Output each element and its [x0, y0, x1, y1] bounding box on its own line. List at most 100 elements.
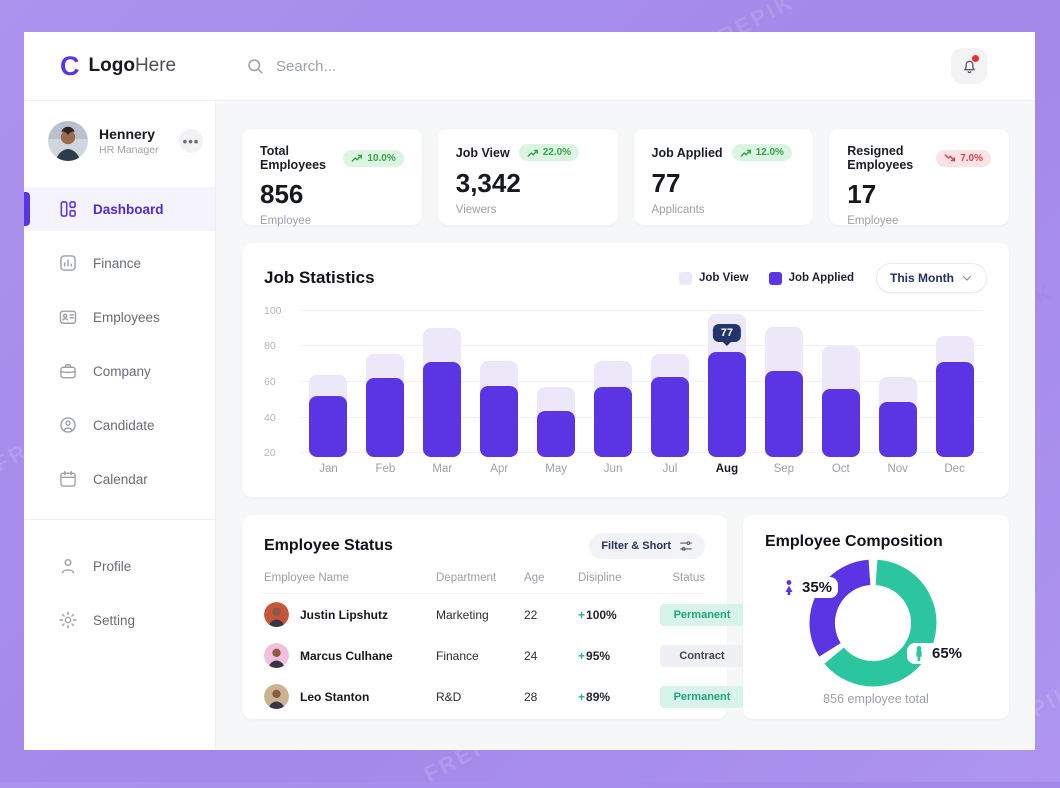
- calendar-icon: [58, 469, 78, 489]
- x-axis-label: Aug: [715, 463, 739, 475]
- table-row-leo-stanton[interactable]: Leo Stanton R&D 28 +89% Permanent: [264, 676, 744, 717]
- user-profile[interactable]: Hennery HR Manager •••: [24, 121, 215, 161]
- x-axis-label: Mar: [432, 463, 453, 475]
- bar-chart: 20 40 60 80 100 77 Jan Feb Mar Apr May Jun Jul Aug S…: [264, 304, 987, 485]
- trend-up-icon: [351, 153, 363, 163]
- bar-group-feb[interactable]: [357, 307, 414, 457]
- status-badge: Permanent: [660, 685, 744, 708]
- x-axis-label: May: [545, 463, 568, 475]
- sidebar-item-dashboard[interactable]: Dashboard: [24, 187, 215, 231]
- x-axis-label: Feb: [375, 463, 396, 475]
- trend-badge: 7.0%: [936, 149, 991, 167]
- top-bar: C Logo Here: [24, 32, 1035, 101]
- stat-card-total-employees: Total Employees 10.0% 856 Employee: [242, 129, 422, 227]
- filter-sort-label: Filter & Short: [601, 540, 671, 552]
- setting-icon: [58, 610, 78, 630]
- stat-title: Job View: [455, 145, 510, 160]
- employee-disipline: +89%: [578, 689, 611, 704]
- stat-title: Job Applied: [651, 145, 723, 160]
- y-axis-tick: 100: [264, 304, 282, 317]
- col-disipline: Disipline: [578, 572, 622, 584]
- profile-icon: [58, 556, 78, 576]
- user-name: Hennery: [99, 126, 156, 142]
- avatar: [48, 121, 88, 161]
- search-input[interactable]: [274, 56, 498, 76]
- female-icon: [785, 580, 793, 595]
- bar-group-jan[interactable]: [300, 307, 357, 457]
- user-role: HR Manager: [99, 144, 159, 156]
- period-selector[interactable]: This Month: [876, 263, 987, 293]
- col-age: Age: [524, 572, 545, 584]
- status-badge: Permanent: [660, 603, 744, 626]
- employee-status-title: Employee Status: [264, 537, 393, 554]
- table-row-justin-lipshutz[interactable]: Justin Lipshutz Marketing 22 +100% Permanent: [264, 594, 744, 635]
- employee-name: Marcus Culhane: [300, 648, 393, 663]
- filter-sort-button[interactable]: Filter & Short: [589, 533, 705, 559]
- stat-value: 77: [651, 168, 681, 198]
- bar-group-mar[interactable]: [414, 307, 471, 457]
- stat-card-job-applied: Job Applied 12.0% 77 Applicants: [633, 129, 814, 225]
- y-axis-tick: 40: [264, 411, 276, 424]
- job-statistics-title: Job Statistics: [264, 268, 375, 287]
- more-icon[interactable]: •••: [179, 129, 203, 153]
- employee-disipline: +100%: [578, 607, 617, 622]
- stats-row: Total Employees 10.0% 856 Employee Job View 2…: [242, 129, 1009, 227]
- sidebar-item-setting[interactable]: Setting: [24, 598, 215, 642]
- sidebar-item-profile[interactable]: Profile: [24, 544, 215, 588]
- x-axis-label: Oct: [831, 463, 850, 475]
- table-row-marcus-culhane[interactable]: Marcus Culhane Finance 24 +95% Contract: [264, 635, 744, 676]
- female-share-label: 35%: [777, 577, 839, 598]
- stat-sublabel: Applicants: [651, 204, 705, 216]
- y-axis-tick: 20: [264, 447, 276, 460]
- search-icon: [248, 59, 263, 74]
- x-axis-label: Jun: [603, 463, 623, 475]
- y-axis-tick: 60: [264, 376, 276, 388]
- stat-card-resigned-employees: Resigned Employees 7.0% 17 Employee: [829, 129, 1009, 227]
- bar-group-aug[interactable]: 77: [698, 307, 755, 457]
- x-axis-label: Apr: [490, 463, 509, 475]
- employees-icon: [58, 307, 78, 327]
- sidebar-item-calendar[interactable]: Calendar: [24, 457, 215, 501]
- employee-name: Leo Stanton: [300, 689, 370, 704]
- bar-group-jun[interactable]: [585, 307, 642, 457]
- job-statistics-card: Job Statistics Job View Job Applied This …: [242, 243, 1009, 497]
- sidebar-item-candidate[interactable]: Candidate: [24, 403, 215, 447]
- trend-up-icon: [527, 148, 539, 158]
- bar-group-sep[interactable]: [755, 307, 812, 457]
- sidebar: Hennery HR Manager ••• Dashboard Finance E…: [24, 101, 216, 750]
- logo-text-light: Here: [134, 55, 177, 76]
- legend-swatch: [768, 271, 782, 285]
- sidebar-item-label: Employees: [93, 309, 160, 325]
- y-axis-tick: 80: [264, 340, 276, 353]
- sidebar-item-label: Setting: [93, 612, 136, 628]
- notification-dot: [972, 55, 979, 62]
- avatar: [264, 602, 289, 627]
- sidebar-item-company[interactable]: Company: [24, 349, 215, 393]
- bar-group-may[interactable]: [528, 307, 585, 457]
- sidebar-item-finance[interactable]: Finance: [24, 241, 215, 285]
- main-content: Total Employees 10.0% 856 Employee Job View 2…: [216, 101, 1035, 750]
- sidebar-menu: Dashboard Finance Employees Company Candidat…: [24, 187, 215, 511]
- employee-age: 28: [524, 689, 538, 704]
- avatar: [264, 643, 289, 668]
- bar-group-nov[interactable]: [869, 307, 926, 457]
- bar-group-apr[interactable]: [471, 307, 528, 457]
- employee-composition-title: Employee Composition: [765, 533, 943, 550]
- sidebar-item-employees[interactable]: Employees: [24, 295, 215, 339]
- trend-down-icon: [944, 153, 956, 163]
- logo-text-bold: Logo: [88, 55, 135, 76]
- bar-group-oct[interactable]: [812, 307, 869, 457]
- stat-sublabel: Viewers: [455, 204, 497, 216]
- employee-total-label: 856 employee total: [823, 692, 929, 706]
- search-box[interactable]: [246, 56, 498, 76]
- bar-group-dec[interactable]: [926, 307, 983, 457]
- sidebar-footer-menu: Profile Setting: [24, 544, 215, 652]
- bar-group-jul[interactable]: [642, 307, 699, 457]
- notification-button[interactable]: [951, 48, 987, 84]
- logo: C Logo Here: [24, 52, 216, 80]
- chart-tooltip: 77: [712, 323, 742, 342]
- x-axis-label: Sep: [773, 463, 795, 475]
- employee-department: Marketing: [436, 607, 489, 622]
- chart-x-labels: Jan Feb Mar Apr May Jun Jul Aug Sep Oct Nov Dec: [300, 463, 983, 475]
